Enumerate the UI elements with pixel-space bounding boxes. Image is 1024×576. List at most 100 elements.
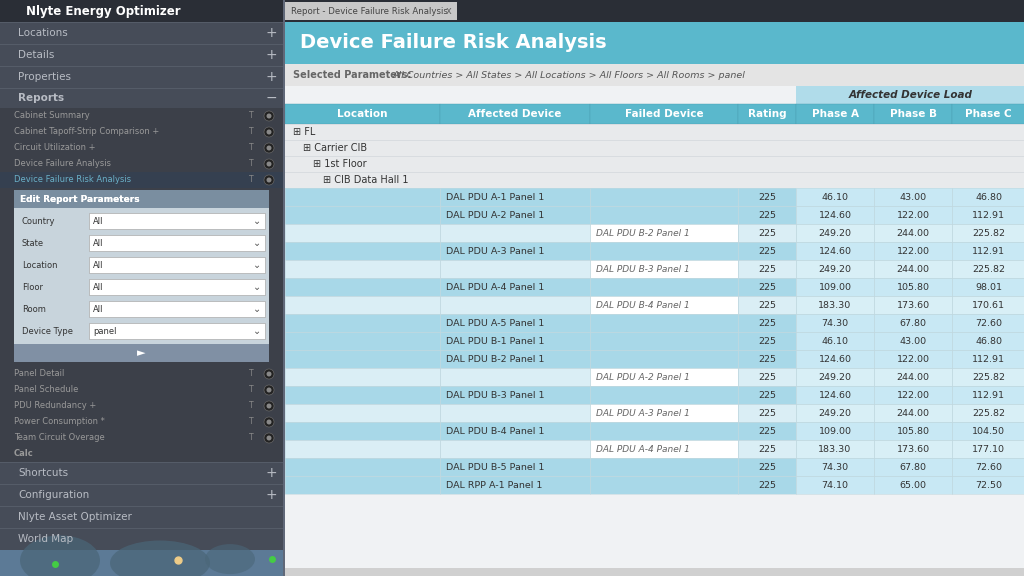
Text: 244.00: 244.00 <box>896 373 930 381</box>
Text: PDU Redundancy +: PDU Redundancy + <box>14 401 96 411</box>
Bar <box>796 440 874 458</box>
Bar <box>590 422 738 440</box>
Text: World Map: World Map <box>18 534 73 544</box>
Bar <box>0 66 283 67</box>
Bar <box>440 386 590 404</box>
Bar <box>952 386 1024 404</box>
Bar <box>590 440 738 458</box>
Bar <box>796 242 874 260</box>
Bar <box>0 462 283 484</box>
Bar <box>590 206 738 224</box>
Bar <box>738 386 796 404</box>
Bar <box>590 224 738 242</box>
Text: 225: 225 <box>758 319 776 328</box>
Text: 225: 225 <box>758 247 776 256</box>
Bar <box>285 124 1024 125</box>
Text: T: T <box>249 401 253 411</box>
Bar <box>952 278 1024 296</box>
Bar <box>590 104 738 124</box>
Text: x: x <box>446 6 452 16</box>
Bar <box>874 260 952 278</box>
Text: 67.80: 67.80 <box>899 319 927 328</box>
Bar <box>285 314 440 332</box>
Bar <box>590 332 738 350</box>
Bar <box>0 124 283 140</box>
Text: DAL PDU B-5 Panel 1: DAL PDU B-5 Panel 1 <box>446 463 545 472</box>
Bar <box>952 332 1024 350</box>
Bar <box>952 242 1024 260</box>
Bar <box>796 260 874 278</box>
Bar <box>796 296 874 314</box>
Bar <box>0 484 283 506</box>
Text: 225: 225 <box>758 408 776 418</box>
Bar <box>440 368 590 386</box>
Bar <box>285 22 1024 64</box>
Text: 249.20: 249.20 <box>818 408 852 418</box>
Circle shape <box>264 143 274 153</box>
Bar <box>14 190 269 208</box>
Bar <box>874 188 952 206</box>
Bar <box>285 368 440 386</box>
Text: All Countries > All States > All Locations > All Floors > All Rooms > panel: All Countries > All States > All Locatio… <box>393 70 745 79</box>
Bar <box>796 188 874 206</box>
Text: 173.60: 173.60 <box>896 445 930 453</box>
Text: 46.80: 46.80 <box>975 192 1002 202</box>
Bar <box>796 386 874 404</box>
Bar <box>952 314 1024 332</box>
Text: 105.80: 105.80 <box>896 282 930 291</box>
Text: 98.01: 98.01 <box>975 282 1002 291</box>
Text: Room: Room <box>22 305 46 313</box>
Bar <box>285 404 440 422</box>
Text: 65.00: 65.00 <box>899 480 927 490</box>
Bar <box>952 476 1024 494</box>
Text: DAL PDU A-1 Panel 1: DAL PDU A-1 Panel 1 <box>446 192 544 202</box>
Bar <box>738 224 796 242</box>
Bar <box>590 242 738 260</box>
Bar <box>952 260 1024 278</box>
Bar <box>874 242 952 260</box>
Bar <box>0 366 283 382</box>
Bar <box>738 224 796 242</box>
Bar <box>89 323 265 339</box>
Text: Calc: Calc <box>14 449 34 458</box>
Bar <box>738 188 796 206</box>
Bar <box>440 476 590 494</box>
Text: Device Failure Risk Analysis: Device Failure Risk Analysis <box>14 176 131 184</box>
Circle shape <box>266 419 271 425</box>
Bar <box>796 332 874 350</box>
Text: 74.10: 74.10 <box>821 480 849 490</box>
Text: 122.00: 122.00 <box>896 354 930 363</box>
Bar <box>285 22 1024 576</box>
Bar <box>89 279 265 295</box>
Bar <box>796 422 874 440</box>
Text: 122.00: 122.00 <box>896 247 930 256</box>
Text: DAL PDU A-3 Panel 1: DAL PDU A-3 Panel 1 <box>446 247 545 256</box>
Bar <box>440 260 590 278</box>
Bar <box>874 260 952 278</box>
Bar <box>285 260 440 278</box>
Bar <box>440 188 590 206</box>
Bar <box>0 506 283 507</box>
Text: Cabinet Tapoff-Strip Comparison +: Cabinet Tapoff-Strip Comparison + <box>14 127 160 137</box>
Bar <box>440 332 590 350</box>
Text: 249.20: 249.20 <box>818 229 852 237</box>
Bar <box>440 404 590 422</box>
Bar <box>952 104 1024 124</box>
Bar <box>0 22 283 44</box>
Bar <box>285 172 1024 173</box>
Bar <box>874 422 952 440</box>
Bar <box>440 224 590 242</box>
Text: T: T <box>249 112 253 120</box>
Bar <box>590 386 738 404</box>
Bar <box>738 350 796 368</box>
Bar <box>796 476 874 494</box>
Bar <box>440 386 590 404</box>
Bar <box>796 224 874 242</box>
Bar <box>0 550 283 576</box>
Bar <box>440 440 590 458</box>
Bar <box>952 368 1024 386</box>
Text: 225: 225 <box>758 426 776 435</box>
Bar <box>796 368 874 386</box>
Bar <box>952 458 1024 476</box>
Bar <box>0 22 283 576</box>
